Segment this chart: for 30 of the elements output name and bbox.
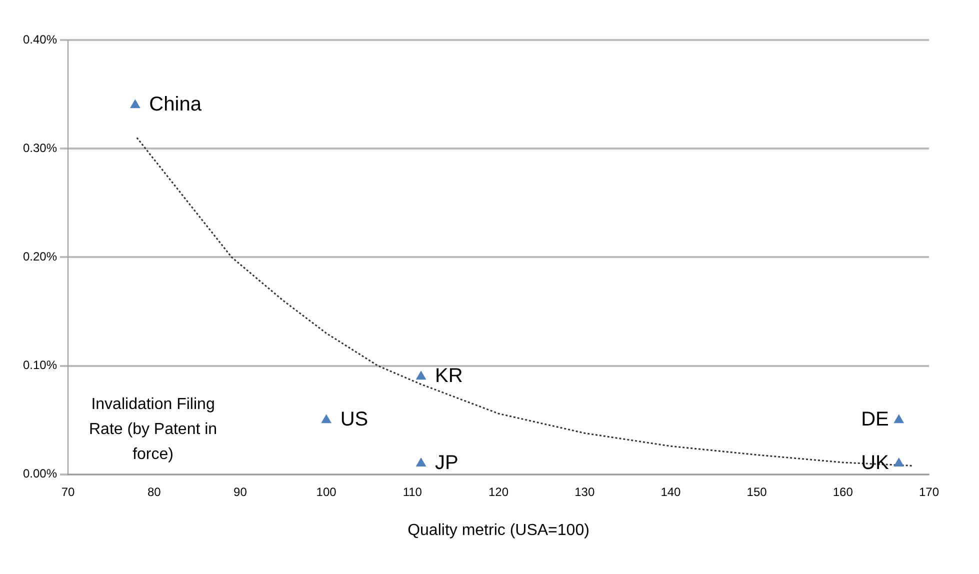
point xyxy=(894,458,904,467)
annotation: JP xyxy=(435,452,458,474)
y-tick-label: 0.10% xyxy=(22,358,58,372)
point xyxy=(321,414,332,424)
point xyxy=(416,458,426,467)
x-tick-label: 120 xyxy=(488,484,509,499)
x-tick-label: 80 xyxy=(147,484,162,499)
annotation: China xyxy=(149,94,202,116)
annotation: DE xyxy=(861,408,889,431)
x-tick-label: 140 xyxy=(660,484,682,499)
y-tick-label: 0.00% xyxy=(22,466,58,481)
y-tick-label: 0.40% xyxy=(22,32,58,46)
annotation: UK xyxy=(861,452,890,474)
x-tick-label: 110 xyxy=(402,484,422,499)
point xyxy=(416,371,426,380)
x-tick-label: 170 xyxy=(918,484,940,499)
annotation: KR xyxy=(435,365,463,388)
x-axis-title: Quality metric (USA=100) xyxy=(408,522,590,539)
point xyxy=(130,100,140,108)
x-tick-label: 160 xyxy=(832,484,854,499)
x-tick-label: 100 xyxy=(316,484,337,499)
annotation: US xyxy=(340,408,368,431)
y-axis-title: Invalidation Filing Rate (by Patent in force) xyxy=(88,396,218,463)
point xyxy=(894,414,904,424)
y-tick-label: 0.20% xyxy=(22,250,58,264)
x-tick-label: 130 xyxy=(574,484,595,499)
x-tick-label: 70 xyxy=(61,484,76,499)
x-tick-label: 150 xyxy=(746,484,768,499)
y-tick-label: 0.30% xyxy=(22,140,58,155)
x-tick-label: 90 xyxy=(234,484,248,499)
